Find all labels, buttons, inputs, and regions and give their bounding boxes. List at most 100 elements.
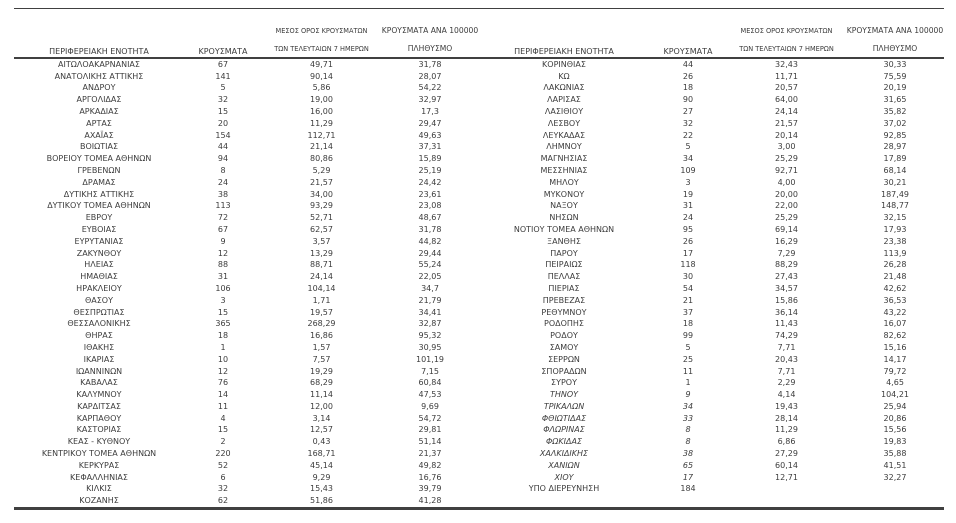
avg7-cell	[727, 495, 846, 508]
cases-cell: 154	[215, 130, 231, 140]
avg7-cell: 6,86	[777, 437, 796, 447]
region-cell: ΚΕΝΤΡΙΚΟΥ ΤΟΜΕΑ ΑΘΗΝΩΝ	[41, 449, 157, 459]
top-rule	[14, 8, 944, 9]
region-cell: ΖΑΚΥΝΘΟΥ	[76, 248, 122, 258]
per100k-cell: 28,97	[883, 142, 907, 152]
avg7-cell: 22,00	[775, 201, 798, 211]
region-cell: ΣΥΡΟΥ	[551, 378, 577, 388]
table-row: ΚΑΡΠΑΘΟΥ 4 3,14 54,72 ΦΘΙΩΤΙΔΑΣ 33 28,14 20,86	[14, 413, 944, 425]
cases-cell: 21	[682, 295, 694, 305]
region-cell: ΛΑΚΩΝΙΑΣ	[543, 83, 585, 93]
region-cell: ΜΗΛΟΥ	[549, 177, 579, 187]
cases-cell: 12	[217, 366, 229, 376]
cases-cell: 11	[217, 401, 229, 411]
avg7-cell: 21,57	[775, 118, 798, 128]
per100k-cell: 95,32	[418, 331, 442, 341]
avg7-cell: 25,29	[775, 213, 798, 223]
region-cell: ΚΕΡΚΥΡΑΣ	[78, 460, 120, 470]
region-cell: ΛΕΣΒΟΥ	[547, 118, 581, 128]
cases-cell: 27	[682, 106, 694, 116]
region-cell: ΓΡΕΒΕΝΩΝ	[77, 165, 121, 175]
per100k-cell: 55,24	[418, 260, 442, 270]
table-row: ΘΗΡΑΣ 18 16,86 95,32 ΡΟΔΟΥ 99 74,29 82,62	[14, 330, 944, 342]
per100k-cell: 41,28	[418, 496, 442, 506]
region-cell	[479, 495, 649, 508]
cases-cell: 1	[685, 378, 691, 388]
region-cell: ΚΑΡΔΙΤΣΑΣ	[77, 401, 121, 411]
avg7-cell: 168,71	[307, 449, 336, 459]
per100k-cell: 31,78	[418, 224, 442, 234]
per100k-cell: 187,49	[881, 189, 909, 199]
per100k-cell: 9,69	[421, 401, 439, 411]
avg7-cell: 20,00	[775, 189, 798, 199]
per100k-cell: 23,08	[418, 201, 442, 211]
cases-cell: 62	[217, 496, 229, 506]
avg7-cell: 16,29	[775, 236, 798, 246]
col-header-avg7-line1: ΜΕΣΟΣ ΟΡΟΣ ΚΡΟΥΣΜΑΤΩΝ	[740, 27, 833, 35]
table-row: ΑΧΑΪΑΣ 154 112,71 49,63 ΛΕΥΚΑΔΑΣ 22 20,14 92,85	[14, 130, 944, 142]
per100k-cell: 92,85	[883, 130, 907, 140]
avg7-cell: 24,14	[310, 272, 333, 282]
avg7-cell: 16,86	[310, 331, 333, 341]
per100k-cell: 24,42	[418, 177, 442, 187]
table-row: ΕΥΡΥΤΑΝΙΑΣ 9 3,57 44,82 ΞΑΝΘΗΣ 26 16,29 23,38	[14, 236, 944, 248]
table-body: ΑΙΤΩΛΟΑΚΑΡΝΑΝΙΑΣ 67 49,71 31,78 ΚΟΡΙΝΘΙΑΣ 44 3…	[14, 58, 944, 509]
col-header-per100k-line1: ΚΡΟΥΣΜΑΤΑ ΑΝΑ 100000	[381, 26, 479, 35]
table-row: ΗΡΑΚΛΕΙΟΥ 106 104,14 34,7 ΠΙΕΡΙΑΣ 54 34,57 42,6…	[14, 283, 944, 295]
region-cell: ΔΥΤΙΚΗΣ ΑΤΤΙΚΗΣ	[63, 189, 135, 199]
table-row: ΚΕΝΤΡΙΚΟΥ ΤΟΜΕΑ ΑΘΗΝΩΝ 220 168,71 21,37 ΧΑΛΚ…	[14, 448, 944, 460]
per100k-cell: 104,21	[881, 390, 909, 400]
cases-cell: 90	[682, 95, 694, 105]
region-cell: ΠΙΕΡΙΑΣ	[548, 283, 580, 293]
cases-cell: 33	[682, 413, 694, 423]
avg7-cell: 16,00	[310, 106, 333, 116]
region-cell: ΑΙΤΩΛΟΑΚΑΡΝΑΝΙΑΣ	[58, 59, 140, 69]
region-cell: ΕΥΒΟΙΑΣ	[81, 224, 117, 234]
region-cell: ΒΟΙΩΤΙΑΣ	[79, 142, 119, 152]
per100k-cell: 17,3	[421, 106, 439, 116]
table-row: ΘΕΣΠΡΩΤΙΑΣ 15 19,57 34,41 ΡΕΘΥΜΝΟΥ 37 36,14 43,…	[14, 307, 944, 319]
region-cell: ΜΑΓΝΗΣΙΑΣ	[540, 154, 588, 164]
per100k-cell: 28,07	[418, 71, 442, 81]
table-row: ΔΡΑΜΑΣ 24 21,57 24,42 ΜΗΛΟΥ 3 4,00 30,21	[14, 177, 944, 189]
avg7-cell: 32,43	[775, 59, 798, 69]
cases-cell: 24	[217, 177, 229, 187]
col-header-cases-right: ΚΡΟΥΣΜΑΤΑ	[649, 9, 727, 59]
table-row: ΑΡΚΑΔΙΑΣ 15 16,00 17,3 ΛΑΣΙΘΙΟΥ 27 24,14 35,82	[14, 106, 944, 118]
cases-cell: 9	[220, 236, 226, 246]
region-cell: ΕΥΡΥΤΑΝΙΑΣ	[74, 236, 124, 246]
table-row: ΑΙΤΩΛΟΑΚΑΡΝΑΝΙΑΣ 67 49,71 31,78 ΚΟΡΙΝΘΙΑΣ 44 3…	[14, 58, 944, 71]
per100k-cell: 17,89	[883, 154, 907, 164]
per100k-cell: 113,9	[883, 248, 907, 258]
avg7-cell: 3,14	[312, 413, 331, 423]
cases-cell: 18	[217, 331, 229, 341]
table-row: ΒΟΙΩΤΙΑΣ 44 21,14 37,31 ΛΗΜΝΟΥ 5 3,00 28,97	[14, 141, 944, 153]
avg7-cell: 12,57	[310, 425, 333, 435]
avg7-cell: 112,71	[307, 130, 336, 140]
per100k-cell: 43,22	[883, 307, 907, 317]
cases-cell: 94	[217, 154, 229, 164]
cases-cell: 32	[217, 484, 229, 494]
avg7-cell: 20,57	[775, 83, 798, 93]
region-cell: ΚΙΛΚΙΣ	[86, 484, 112, 494]
cases-cell: 52	[217, 460, 229, 470]
col-header-per100k-left: ΚΡΟΥΣΜΑΤΑ ΑΝΑ 100000 ΠΛΗΘΥΣΜΟ	[381, 9, 479, 59]
header-row: ΠΕΡΙΦΕΡΕΙΑΚΗ ΕΝΟΤΗΤΑ ΚΡΟΥΣΜΑΤΑ ΜΕΣΟΣ ΟΡΟ…	[14, 9, 944, 59]
cases-cell: 65	[682, 460, 694, 470]
region-cell: ΦΛΩΡΙΝΑΣ	[543, 425, 585, 435]
region-cell: ΛΑΡΙΣΑΣ	[547, 95, 581, 105]
region-cell: ΙΚΑΡΙΑΣ	[83, 354, 115, 364]
region-cell: ΣΠΟΡΑΔΩΝ	[541, 366, 587, 376]
per100k-cell: 21,79	[418, 295, 442, 305]
cases-cell: 4	[220, 413, 226, 423]
region-cell: ΣΑΜΟΥ	[549, 342, 579, 352]
region-cell: ΘΑΣΟΥ	[84, 295, 113, 305]
region-cell: ΚΩ	[558, 71, 570, 81]
per100k-cell: 42,62	[883, 283, 907, 293]
per100k-cell: 21,48	[883, 272, 907, 282]
avg7-cell: 60,14	[775, 460, 798, 470]
per100k-cell: 15,89	[418, 154, 442, 164]
avg7-cell: 13,29	[310, 248, 333, 258]
cases-cell: 9	[685, 390, 691, 400]
region-cell: ΦΘΙΩΤΙΔΑΣ	[541, 413, 587, 423]
